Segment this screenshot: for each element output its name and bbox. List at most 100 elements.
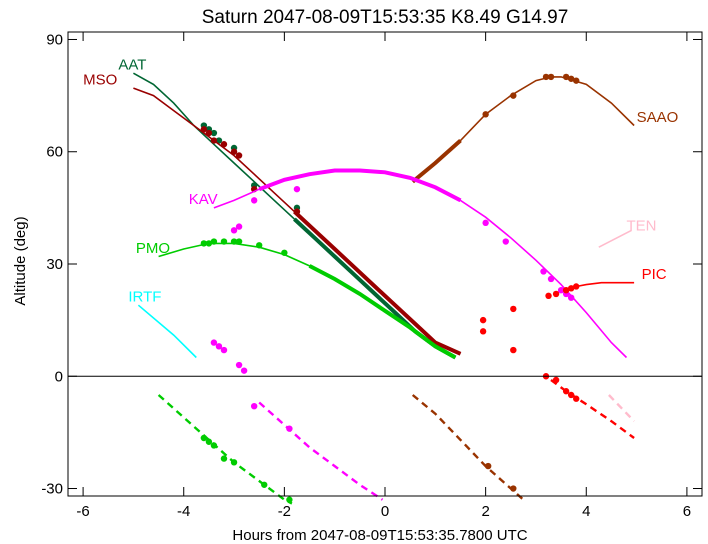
mso-series-thick [293,210,462,356]
saao-data-point [562,73,570,81]
kav-data-point [557,286,565,294]
kav-below-horizon-line [258,401,384,501]
saao-data-point [482,111,489,118]
pmo-data-point [205,240,213,247]
pmo-series-thick [308,264,457,360]
mso-data-point [230,148,238,155]
pic-data-point [479,316,487,324]
irtf-series-line [137,304,197,359]
pmo-series-line [158,242,456,359]
pic-below-point [552,376,560,384]
x-tick-label: 4 [582,503,590,520]
x-tick-label: 6 [683,503,691,520]
y-tick-label: 60 [46,144,63,161]
pic-data-point [510,346,517,354]
pmo-data-point [235,238,243,245]
pic-data-point [510,305,517,313]
aat-series-label: AAT [118,56,146,73]
kav-data-point [240,367,248,374]
mso-data-point [293,208,301,215]
pic-below-point [573,395,580,402]
saao-below-point [510,485,517,492]
irtf-series-label: IRTF [128,288,161,305]
pic-data-point [479,328,487,335]
mso-data-point [200,126,208,133]
kav-series-thick [258,168,462,203]
chart-title: Saturn 2047-08-09T15:53:35 K8.49 G14.97 [202,7,569,28]
pic-data-point [567,285,575,292]
pic-data-point [562,286,570,294]
pic-data-point [545,292,552,300]
saao-below-horizon-line [411,394,525,501]
kav-data-point [540,268,547,275]
x-tick-label: 0 [381,503,389,520]
kav-data-point [230,227,238,234]
axes: -6 -4 -2 0 2 4 6 -30 0 30 60 90 [41,31,703,520]
x-tick-label: -2 [278,503,291,520]
pmo-below-point [205,438,213,445]
kav-below-point [250,402,258,410]
kav-data-point [210,339,218,346]
x-axis-label: Hours from 2047-08-09T15:53:35.7800 UTC [232,527,527,544]
ten-series-line [598,229,632,248]
saao-series-thick [411,139,462,184]
y-axis-label: Altitude (deg) [12,216,29,305]
pmo-below-point [230,459,238,466]
mso-data-point [210,137,218,144]
ten-below-horizon-line [608,394,635,423]
kav-data-point [250,197,258,204]
x-tick-label: -6 [76,503,89,520]
pic-below-point [562,388,570,395]
pmo-below-point [261,481,268,488]
pic-series-label: PIC [642,266,667,283]
pmo-data-point [230,238,238,245]
mso-data-point [220,141,228,148]
pic-data-point [573,283,580,290]
pic-below-point [567,391,575,399]
pic-data-point [552,290,560,298]
pmo-below-point [286,496,293,503]
kav-series-label: KAV [189,191,218,208]
kav-data-point [293,185,301,193]
pmo-series-label: PMO [136,240,170,257]
kav-data-point [482,219,489,227]
kav-data-point [235,361,243,369]
pic-series-line [576,281,635,288]
y-tick-label: -30 [41,481,63,498]
pic-below-horizon-line [550,379,635,439]
saao-series-label: SAAO [637,109,679,126]
ten-series-label: TEN [627,217,657,234]
kav-data-point [567,294,575,301]
kav-data-point [220,346,228,354]
saao-data-point [567,75,575,82]
x-tick-label: 2 [481,503,489,520]
y-tick-label: 90 [46,31,63,48]
plot-frame [67,31,703,497]
aat-data-point [210,129,218,137]
pmo-data-point [210,238,218,245]
pmo-data-point [256,242,263,249]
x-tick-label: -4 [177,503,190,520]
pmo-data-point [200,240,208,247]
kav-data-point [235,223,243,230]
pmo-below-point [220,455,228,462]
saao-series-line [412,76,635,183]
pmo-data-point [281,249,288,256]
kav-data-point [547,275,555,283]
saao-data-point [510,92,517,99]
saao-data-point [573,77,580,84]
mso-series-label: MSO [83,71,117,88]
kav-below-point [286,425,293,432]
y-tick-label: 0 [55,368,63,385]
saao-below-point [484,462,492,470]
pmo-below-point [200,434,208,442]
saao-data-point [547,73,555,81]
pmo-data-point [220,238,228,245]
pmo-below-horizon-line [157,394,293,505]
y-tick-label: 30 [46,256,63,273]
kav-data-point [502,238,509,245]
mso-data-point [235,152,243,159]
kav-data-point [215,343,223,350]
